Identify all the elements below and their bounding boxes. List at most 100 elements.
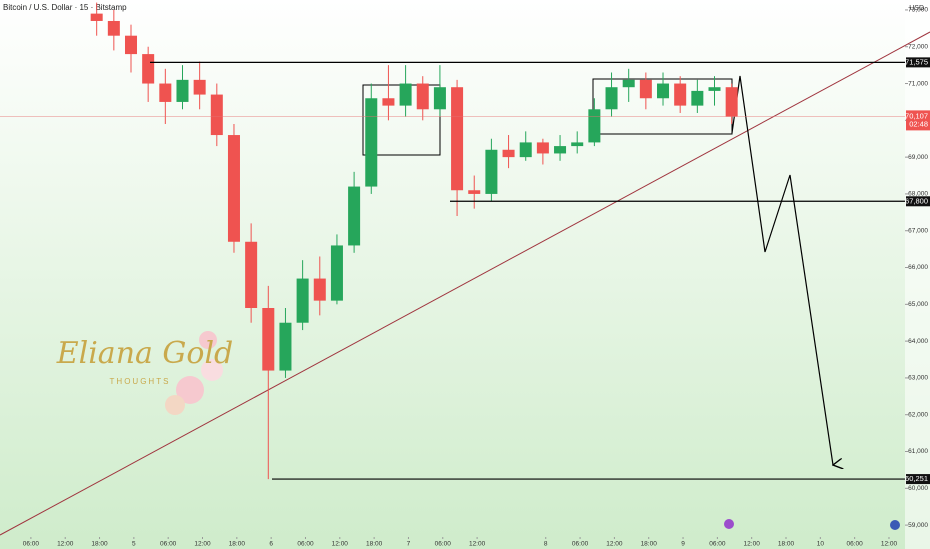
candle-body [142, 54, 155, 84]
y-tick-label: 59,000 [908, 522, 928, 529]
currency: USD [909, 5, 924, 12]
x-tick-label: 18:00 [91, 541, 108, 548]
candle-body [279, 322, 292, 371]
candle-body [245, 241, 258, 309]
candle-body [605, 87, 618, 110]
candle-body [468, 190, 481, 194]
x-tick-label: 10 [817, 541, 825, 548]
candle-body [176, 79, 189, 102]
countdown: 02:48 [909, 119, 928, 128]
flower [199, 331, 217, 349]
flower [176, 376, 204, 404]
y-tick-label: 68,000 [908, 191, 928, 198]
candle-body [399, 83, 412, 106]
x-tick-label: 18:00 [366, 541, 383, 548]
candle-body [382, 98, 395, 106]
candle-body [485, 149, 498, 194]
candle-body [227, 135, 240, 242]
level-tag [906, 474, 930, 485]
candle-body [536, 142, 549, 154]
y-tick-label: 65,000 [908, 301, 928, 308]
x-tick-label: 06:00 [297, 541, 314, 548]
x-tick-label: 12:00 [469, 541, 486, 548]
candle-body [416, 83, 429, 110]
last-price-label: 70,107 [905, 111, 928, 120]
x-tick-label: 8 [544, 541, 548, 548]
candle-body [365, 98, 378, 187]
candle-body [90, 13, 103, 21]
candle-body [451, 87, 464, 191]
watermark: Eliana Gold THOUGHTS [56, 331, 234, 415]
y-tick-label: 67,000 [908, 227, 928, 234]
x-tick-label: 12:00 [194, 541, 211, 548]
x-tick-label: 12:00 [744, 541, 761, 548]
x-tick-label: 9 [681, 541, 685, 548]
candle-body [657, 83, 670, 99]
candle-body [107, 20, 120, 36]
x-tick-label: 7 [407, 541, 411, 548]
candle-body [348, 186, 361, 246]
x-tick-label: 06:00 [160, 541, 177, 548]
y-tick-label: 73,000 [908, 7, 928, 14]
candle-body [622, 79, 635, 88]
x-tick-label: 06:00 [435, 541, 452, 548]
level-tag-label: 71,575 [905, 57, 928, 66]
y-tick-label: 60,000 [908, 485, 928, 492]
y-tick-label: 64,000 [908, 338, 928, 345]
y-tick-label: 62,000 [908, 411, 928, 418]
x-tick-label: 18:00 [641, 541, 658, 548]
x-tick-label: 18:00 [778, 541, 795, 548]
candle-body [725, 87, 738, 117]
chart-title: Bitcoin / U.S. Dollar · 15 · Bitstamp [3, 3, 127, 12]
x-tick-label: 5 [132, 541, 136, 548]
x-tick-label: 6 [269, 541, 273, 548]
x-tick-label: 12:00 [57, 541, 74, 548]
candle-body [330, 245, 343, 301]
candle-body [502, 149, 515, 158]
candle-body [708, 87, 721, 91]
candle-body [691, 90, 704, 106]
level-tag [906, 57, 930, 68]
last-price-tag [906, 110, 930, 131]
x-tick-label: 18:00 [229, 541, 246, 548]
flag-icon [890, 520, 900, 530]
flower [165, 395, 185, 415]
level-tag-label: 67,800 [905, 196, 928, 205]
y-tick-label: 72,000 [908, 43, 928, 50]
price-axis-strip [905, 0, 930, 549]
candle-body [210, 94, 223, 136]
level-tag [906, 196, 930, 207]
level-tag-label: 60,251 [905, 474, 928, 483]
candle-body [588, 109, 601, 143]
y-tick-label: 61,000 [908, 448, 928, 455]
x-tick-label: 06:00 [23, 541, 40, 548]
x-tick-label: 06:00 [572, 541, 589, 548]
watermark-tagline: THOUGHTS [110, 377, 171, 386]
candle-body [519, 142, 532, 158]
candle-body [124, 35, 138, 55]
trend-line [0, 31, 930, 536]
flower [201, 359, 223, 381]
candle-body [159, 83, 172, 102]
y-tick-label: 71,000 [908, 80, 928, 87]
event-icon [724, 519, 734, 529]
candle-body [554, 146, 567, 154]
y-tick-label: 66,000 [908, 264, 928, 271]
x-tick-label: 12:00 [606, 541, 623, 548]
x-tick-label: 06:00 [847, 541, 864, 548]
watermark-name: Eliana Gold [56, 336, 234, 371]
candle-body [313, 278, 326, 301]
x-tick-label: 12:00 [332, 541, 349, 548]
candle-body [571, 142, 584, 147]
y-tick-label: 63,000 [908, 375, 928, 382]
candle-body [193, 79, 206, 95]
candle-body [296, 278, 309, 323]
x-tick-label: 12:00 [881, 541, 898, 548]
x-tick-label: 06:00 [709, 541, 726, 548]
y-tick-label: 69,000 [908, 154, 928, 161]
candle-body [639, 79, 652, 99]
candle-body [262, 308, 275, 371]
candle-body [433, 87, 446, 110]
